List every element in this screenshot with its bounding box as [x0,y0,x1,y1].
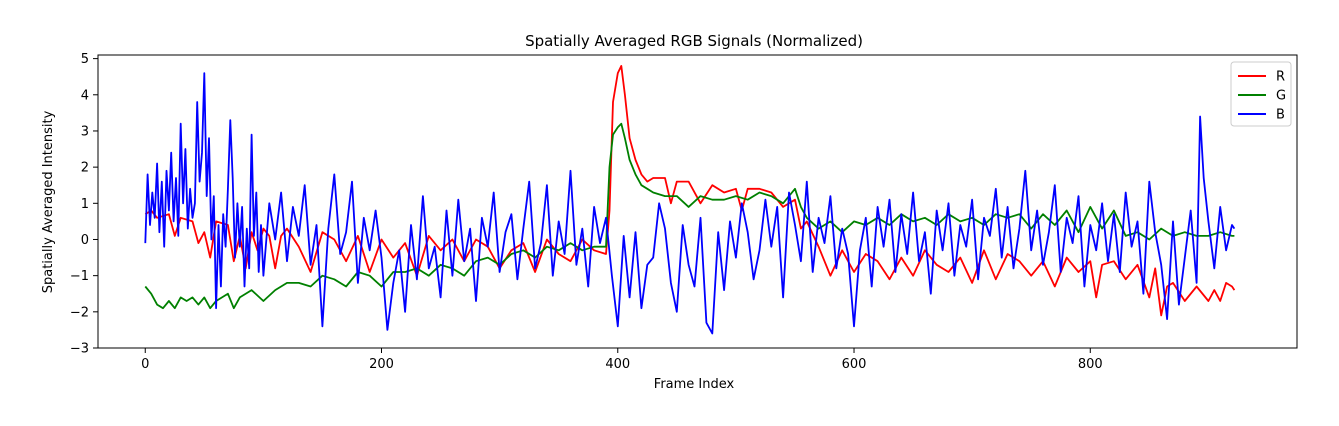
y-tick-label: 4 [81,88,89,103]
plot-frame [97,54,1298,349]
legend-label-r: R [1276,70,1285,85]
x-axis: 0 200 400 600 800 [141,348,1103,372]
legend-label-b: B [1276,108,1285,123]
y-axis-label: Spatially Averaged Intensity [41,110,56,293]
series-layer [144,65,1236,335]
y-axis: −3 −2 −1 0 1 2 3 4 5 [70,52,98,357]
series-line-r [144,65,1236,317]
x-tick-label: 400 [605,357,630,372]
x-tick-label: 200 [369,357,394,372]
x-tick-label: 800 [1078,357,1103,372]
y-tick-label: −2 [70,305,89,320]
y-tick-label: −3 [70,342,89,357]
y-tick-label: −1 [70,269,89,284]
x-tick-label: 0 [141,357,149,372]
y-tick-label: 1 [81,197,89,212]
y-tick-label: 3 [81,124,89,139]
x-tick-label: 600 [842,357,867,372]
legend: RGB [1230,61,1292,127]
y-tick-label: 0 [81,233,89,248]
y-tick-label: 2 [81,161,89,176]
x-axis-label: Frame Index [654,377,735,392]
chart-title: Spatially Averaged RGB Signals (Normaliz… [525,32,863,50]
y-tick-label: 5 [81,52,89,67]
legend-label-g: G [1276,89,1286,104]
series-line-b [144,72,1236,335]
